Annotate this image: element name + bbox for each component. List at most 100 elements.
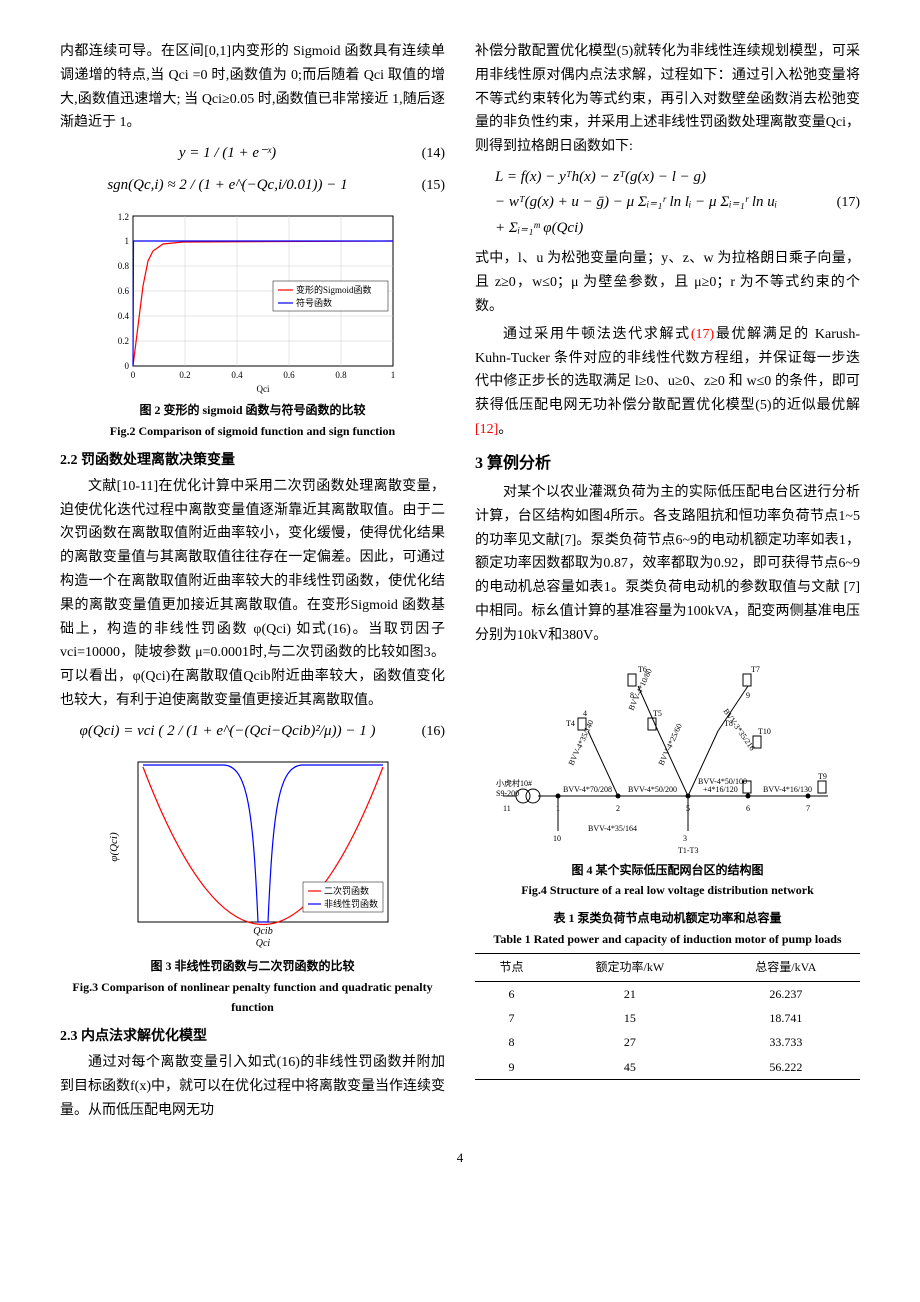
table-header-row: 节点 额定功率/kW 总容量/kVA <box>475 954 860 981</box>
equation-16: φ(Qci) = vci ( 2 / (1 + e^(−(Qci−Qcib)²/… <box>60 719 445 745</box>
svg-text:0.6: 0.6 <box>117 286 129 296</box>
fig2-legend1: 变形的Sigmoid函数 <box>296 284 372 295</box>
svg-text:T7: T7 <box>751 665 760 674</box>
svg-text:9: 9 <box>746 691 750 700</box>
fig4-diagram: 小虎村10# S9-200 11 1 2 5 6 7 10 3 T1-T3 4 … <box>488 656 848 856</box>
svg-text:BVV-4*35/164: BVV-4*35/164 <box>588 824 637 833</box>
svg-text:0.2: 0.2 <box>179 370 190 380</box>
svg-text:BVV-4*70/208: BVV-4*70/208 <box>563 785 612 794</box>
svg-text:3: 3 <box>683 834 687 843</box>
svg-text:0: 0 <box>130 370 135 380</box>
eq17-line3: + Σᵢ₌₁ᵐ φ(Qci) <box>495 216 810 242</box>
svg-text:1: 1 <box>556 804 560 813</box>
table-row: 9 45 56.222 <box>475 1055 860 1080</box>
fig2-chart: 0 0.2 0.4 0.6 0.8 1 1.2 0 0.2 0.4 0.6 0.… <box>93 206 413 396</box>
svg-text:T10: T10 <box>758 727 771 736</box>
left-column: 内都连续可导。在区间[0,1]内变形的 Sigmoid 函数具有连续单调递增的特… <box>60 40 445 1127</box>
svg-text:2: 2 <box>616 804 620 813</box>
left-para1: 内都连续可导。在区间[0,1]内变形的 Sigmoid 函数具有连续单调递增的特… <box>60 40 445 135</box>
fig3-caption-en: Fig.3 Comparison of nonlinear penalty fu… <box>60 977 445 1018</box>
eq16-formula: φ(Qci) = vci ( 2 / (1 + e^(−(Qci−Qcib)²/… <box>60 719 395 745</box>
col-power: 额定功率/kW <box>548 954 712 981</box>
fig3-chart: φ(Qci) Qcib Qci 二次罚函数 非线性罚函数 <box>103 752 403 952</box>
eq14-num: (14) <box>395 142 445 166</box>
fig3-caption-cn: 图 3 非线性罚函数与二次罚函数的比较 <box>60 956 445 976</box>
para2b-end: 。 <box>498 422 512 437</box>
fig3-xlabel2: Qcib <box>253 926 272 937</box>
svg-text:T4: T4 <box>566 719 575 728</box>
eq17-line2: − wᵀ(g(x) + u − ḡ) − μ Σᵢ₌₁ʳ ln lᵢ − μ Σ… <box>495 190 810 216</box>
figure-4: 小虎村10# S9-200 11 1 2 5 6 7 10 3 T1-T3 4 … <box>475 656 860 901</box>
right-para3: 对某个以农业灌溉负荷为主的实际低压配电台区进行分析计算，台区结构如图4所示。各支… <box>475 481 860 648</box>
para2b-pre: 通过采用牛顿法迭代求解式 <box>503 327 691 342</box>
table1-caption-en: Table 1 Rated power and capacity of indu… <box>475 929 860 949</box>
table-row: 7 15 18.741 <box>475 1006 860 1030</box>
svg-text:11: 11 <box>503 804 511 813</box>
eq17-formula: L = f(x) − yᵀh(x) − zᵀ(g(x) − l − g) − w… <box>475 165 810 242</box>
page: 内都连续可导。在区间[0,1]内变形的 Sigmoid 函数具有连续单调递增的特… <box>60 40 860 1127</box>
svg-text:6: 6 <box>746 804 750 813</box>
svg-text:4: 4 <box>583 709 587 718</box>
section-2-3: 2.3 内点法求解优化模型 <box>60 1025 445 1049</box>
svg-text:T1-T3: T1-T3 <box>678 846 698 855</box>
svg-text:BVV-3*35/216: BVV-3*35/216 <box>721 707 757 752</box>
section-3: 3 算例分析 <box>475 450 860 477</box>
figure-2: 0 0.2 0.4 0.6 0.8 1 1.2 0 0.2 0.4 0.6 0.… <box>60 206 445 441</box>
page-number: 4 <box>60 1147 860 1169</box>
fig4-caption-cn: 图 4 某个实际低压配网台区的结构图 <box>475 860 860 880</box>
equation-17: L = f(x) − yᵀh(x) − zᵀ(g(x) − l − g) − w… <box>475 165 860 242</box>
fig4-caption-en: Fig.4 Structure of a real low voltage di… <box>475 880 860 900</box>
right-column: 补偿分散配置优化模型(5)就转化为非线性连续规划模型，可采用非线性原对偶内点法求… <box>475 40 860 1127</box>
fig2-xlabel: Qci <box>256 384 269 394</box>
equation-15: sgn(Qc,i) ≈ 2 / (1 + e^(−Qc,i/0.01)) − 1… <box>60 173 445 199</box>
right-para2b: 通过采用牛顿法迭代求解式(17)最优解满足的 Karush-Kuhn-Tucke… <box>475 323 860 442</box>
fig3-legend1: 二次罚函数 <box>324 885 369 896</box>
svg-text:+4*16/120: +4*16/120 <box>703 785 738 794</box>
svg-text:10: 10 <box>553 834 561 843</box>
fig2-caption-cn: 图 2 变形的 sigmoid 函数与符号函数的比较 <box>60 400 445 420</box>
fig2-legend2: 符号函数 <box>296 297 332 308</box>
svg-text:1: 1 <box>390 370 395 380</box>
table1-caption-cn: 表 1 泵类负荷节点电动机额定功率和总容量 <box>475 908 860 928</box>
fig4-transformer-label: 小虎村10# <box>496 778 532 788</box>
right-para1: 补偿分散配置优化模型(5)就转化为非线性连续规划模型，可采用非线性原对偶内点法求… <box>475 40 860 159</box>
section-2-2: 2.2 罚函数处理离散决策变量 <box>60 449 445 473</box>
svg-text:0.2: 0.2 <box>117 336 128 346</box>
svg-text:BVV-4*25/60: BVV-4*25/60 <box>656 722 683 767</box>
svg-text:S9-200: S9-200 <box>496 789 519 798</box>
eq17-line1: L = f(x) − yᵀh(x) − zᵀ(g(x) − l − g) <box>495 165 810 191</box>
svg-text:0.6: 0.6 <box>283 370 295 380</box>
svg-text:7: 7 <box>806 804 810 813</box>
eq14-formula: y = 1 / (1 + e⁻ˣ) <box>60 141 395 167</box>
col-node: 节点 <box>475 954 548 981</box>
left-para3: 通过对每个离散变量引入如式(16)的非线性罚函数并附加到目标函数f(x)中，就可… <box>60 1051 445 1122</box>
svg-text:1.2: 1.2 <box>117 212 128 222</box>
svg-text:0.8: 0.8 <box>117 261 129 271</box>
svg-text:T5: T5 <box>653 709 662 718</box>
table-1-block: 表 1 泵类负荷节点电动机额定功率和总容量 Table 1 Rated powe… <box>475 908 860 1080</box>
svg-text:BVV-4*50/200: BVV-4*50/200 <box>628 785 677 794</box>
ref-17: (17) <box>691 327 714 342</box>
eq15-num: (15) <box>395 174 445 198</box>
svg-text:BVV-4*16/130: BVV-4*16/130 <box>763 785 812 794</box>
svg-text:0.4: 0.4 <box>231 370 243 380</box>
fig3-legend2: 非线性罚函数 <box>324 898 378 909</box>
ref-12: [12] <box>475 422 498 437</box>
eq17-num: (17) <box>810 191 860 215</box>
equation-14: y = 1 / (1 + e⁻ˣ) (14) <box>60 141 445 167</box>
svg-text:1: 1 <box>124 236 129 246</box>
svg-text:0.8: 0.8 <box>335 370 347 380</box>
svg-text:T9: T9 <box>818 772 827 781</box>
fig3-ylabel: φ(Qci) <box>108 832 120 862</box>
table-1: 节点 额定功率/kW 总容量/kVA 6 21 26.237 7 15 18.7… <box>475 953 860 1080</box>
eq15-formula: sgn(Qc,i) ≈ 2 / (1 + e^(−Qc,i/0.01)) − 1 <box>60 173 395 199</box>
eq16-num: (16) <box>395 720 445 744</box>
svg-text:5: 5 <box>686 804 690 813</box>
table-row: 8 27 33.733 <box>475 1030 860 1054</box>
table-row: 6 21 26.237 <box>475 981 860 1006</box>
svg-text:0.4: 0.4 <box>117 311 129 321</box>
fig2-caption-en: Fig.2 Comparison of sigmoid function and… <box>60 421 445 441</box>
col-capacity: 总容量/kVA <box>712 954 860 981</box>
right-para2a: 式中，l、u 为松弛变量向量；y、z、w 为拉格朗日乘子向量，且 z≥0，w≤0… <box>475 247 860 318</box>
svg-text:0: 0 <box>124 361 129 371</box>
